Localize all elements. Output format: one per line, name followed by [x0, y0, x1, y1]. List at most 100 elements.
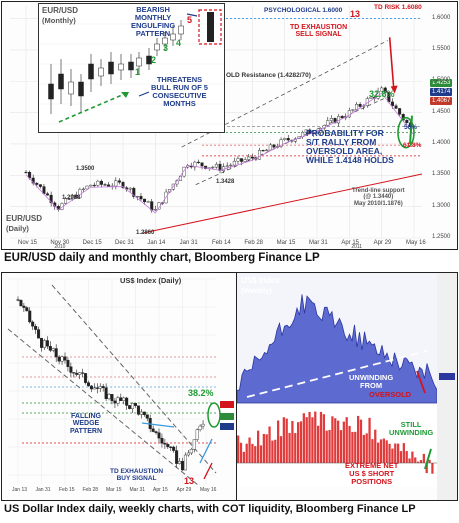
cot-bar [239, 442, 243, 463]
candle-body [383, 87, 387, 93]
cot-bar [431, 463, 434, 474]
cot-bar [394, 443, 397, 463]
inset-title: EUR/USD [42, 6, 79, 15]
cot-bar [371, 439, 374, 463]
candle-body [347, 110, 351, 118]
top-y-tick: 1.2500 [432, 234, 451, 240]
candle-body [240, 158, 244, 162]
buy-arrow [199, 438, 213, 464]
candle-body [38, 184, 42, 187]
label-1-3428: 1.3428 [216, 179, 235, 185]
candle-body [229, 164, 233, 167]
sell-arrow [388, 37, 395, 88]
cot-bar [391, 448, 394, 463]
bl-circle [207, 402, 221, 428]
bl-candle-body [192, 439, 196, 450]
inset-candle [108, 61, 114, 75]
bl-candle-body [98, 386, 102, 389]
cot-bar [357, 415, 360, 463]
cot-bar [334, 418, 337, 463]
candle-body [358, 104, 362, 107]
bl-candle-body [139, 411, 143, 415]
cot-bar [399, 451, 403, 463]
cot-bar [365, 433, 368, 463]
candle-body [81, 188, 85, 190]
candle-body [286, 138, 290, 141]
cot-bar [297, 422, 300, 463]
candle-body [329, 118, 333, 121]
top-x-tick: Feb 28 [244, 240, 264, 246]
candle-body [225, 165, 229, 167]
bl-x-tick: Apr 15 [153, 487, 168, 493]
candle-body [261, 150, 265, 152]
bl-candle-body [72, 372, 76, 374]
cot-bar [322, 414, 325, 463]
bl-candle-body [66, 359, 70, 367]
candle-body [196, 161, 200, 164]
bl-candle-body [122, 397, 126, 402]
td-exhaustion-sell: TD EXHAUSTION SELL SIGNAL [290, 24, 348, 39]
bl-price-tag [220, 413, 234, 420]
cot-bar [425, 463, 428, 474]
inset-candle [162, 37, 168, 45]
cot-bar [351, 431, 354, 463]
td-risk-label: TD RISK 1.6080 [374, 4, 422, 11]
weekly-area [237, 294, 438, 404]
bl-candle-body [201, 423, 205, 427]
inset-candle [48, 83, 54, 100]
label-1-3500: 1.3500 [76, 166, 95, 172]
weekly-subtitle: (Weekly) [241, 286, 272, 295]
bl-candle-body [178, 461, 182, 464]
candle-body [139, 196, 143, 200]
bl-candle-body [37, 329, 41, 339]
cot-bar [288, 432, 291, 463]
top-x-tick: Nov 30 [50, 240, 70, 246]
top-y-tick: 1.4500 [432, 108, 451, 115]
inset-subtitle: (Monthly) [42, 16, 76, 25]
bl-candle-body [198, 425, 202, 430]
weekly-trendline [246, 350, 428, 398]
count-2: 2 [151, 55, 157, 65]
old-resistance-label: OLD Resistance (1.4282/70) [226, 72, 311, 79]
candle-body [204, 165, 208, 169]
unwinding-annotation: UNWINDING FROM [349, 373, 394, 390]
inset-candle [88, 63, 94, 80]
candle-body [232, 160, 236, 166]
usd-index-daily-chart [7, 278, 234, 486]
cot-bar [259, 445, 263, 463]
bl-price-tag [220, 423, 234, 430]
daily-title: EUR/USD [6, 214, 43, 223]
candle-body [380, 87, 384, 92]
usd-index-weekly-chart [237, 273, 457, 500]
bl-candle-body [136, 405, 140, 415]
threatens-arrow [138, 91, 150, 97]
bl-candle-body [78, 372, 82, 375]
bl-candle-body [34, 325, 38, 330]
cot-bar [411, 451, 414, 463]
bl-candle-body [95, 387, 99, 389]
candle-body [283, 138, 287, 140]
trendline-support-label: Trend-line support (@ 1.3440) May 2010/1… [352, 188, 405, 207]
bl-candle-body [157, 432, 161, 439]
bl-candle-body [54, 348, 58, 358]
inset-candle [118, 63, 124, 71]
inset-candle [178, 25, 184, 35]
bl-candle-body [101, 386, 105, 389]
bl-price-tag [220, 401, 234, 408]
cot-bar [271, 440, 274, 463]
candle-body [250, 156, 254, 159]
label-1-2988: 1.2988 [62, 195, 81, 201]
bl-candle-body [131, 403, 135, 409]
top-y-tick: 1.5500 [432, 45, 451, 52]
eurusd-chart-panel: EUR/USD (Monthly) BEARISH MONTHLY ENGULF… [1, 1, 458, 250]
bl-x-tick: Mar 15 [106, 487, 122, 493]
top-x-tick: Jan 14 [147, 240, 166, 246]
inset-uptrend-head [121, 92, 129, 98]
candle-body [405, 119, 409, 124]
cot-up-arrow [424, 448, 432, 470]
top-x-tick: Apr 15 [341, 240, 360, 246]
bl-candle-body [163, 443, 167, 445]
count-3: 3 [163, 43, 169, 53]
inset-candle [146, 55, 152, 65]
bl-candle-body [60, 356, 64, 362]
